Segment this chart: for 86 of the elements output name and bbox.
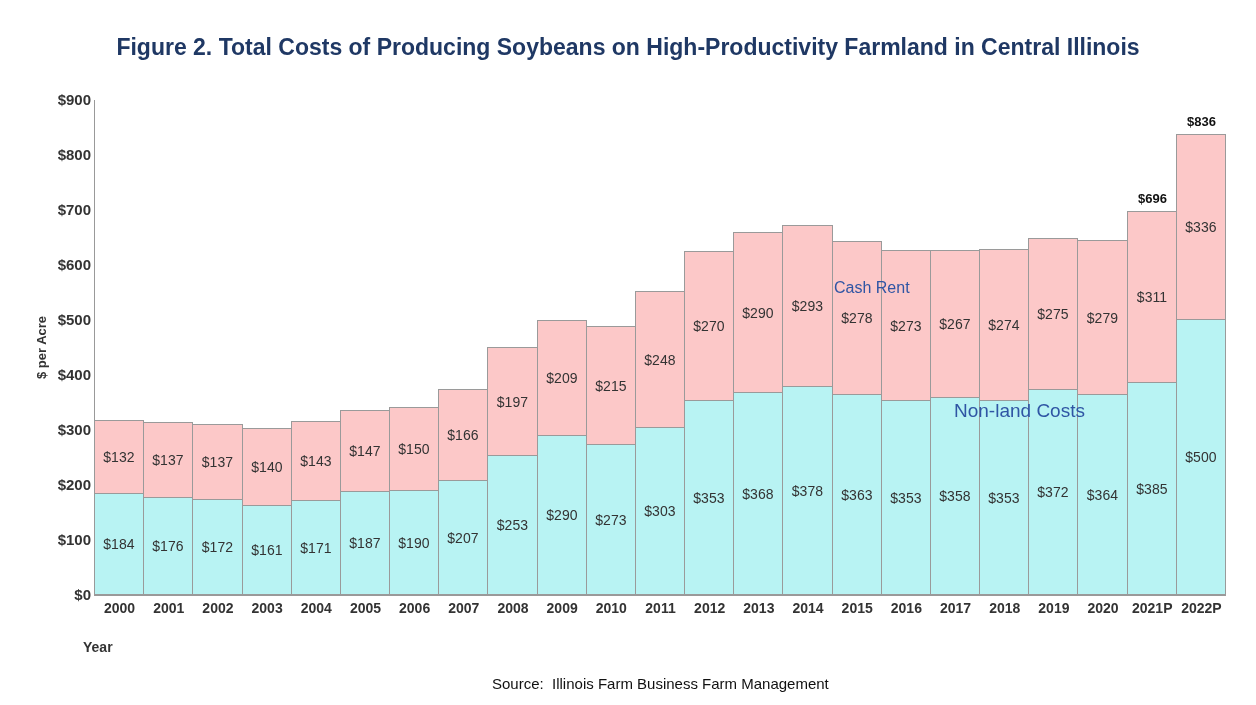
x-tick-label: 2021P — [1132, 599, 1173, 616]
x-tick-label: 2019 — [1038, 599, 1070, 616]
x-tick-label: 2017 — [939, 599, 972, 616]
series-label: Cash Rent — [834, 279, 911, 296]
x-tick-label: 2011 — [645, 599, 676, 616]
data-label: $293 — [791, 298, 824, 314]
x-tick-label: 2018 — [989, 599, 1021, 616]
source-note: Source: Illinois Farm Business Farm Management — [492, 675, 830, 692]
y-tick-label: $400 — [57, 366, 91, 384]
x-tick-label: 2000 — [104, 599, 136, 616]
data-label: $385 — [1136, 480, 1168, 497]
data-label: $137 — [152, 452, 184, 468]
x-tick-label: 2005 — [349, 599, 382, 616]
data-label: $161 — [251, 542, 283, 558]
data-label: $197 — [496, 393, 529, 410]
data-label: $209 — [546, 370, 578, 386]
data-label: $290 — [742, 304, 774, 321]
data-label: $190 — [398, 534, 430, 551]
data-label: $278 — [841, 310, 873, 326]
data-label: $176 — [152, 538, 184, 554]
x-tick-label: 2022P — [1181, 599, 1222, 616]
data-label: $166 — [447, 427, 479, 443]
x-tick-label: 2007 — [448, 599, 480, 616]
total-label: $836 — [1187, 114, 1216, 129]
y-tick-label: $600 — [57, 256, 91, 274]
data-label: $353 — [988, 489, 1020, 506]
y-tick-label: $900 — [57, 91, 91, 109]
total-label: $696 — [1138, 191, 1167, 206]
data-label: $273 — [595, 511, 627, 528]
data-label: $187 — [349, 535, 381, 551]
x-tick-label: 2013 — [743, 599, 775, 616]
data-label: $368 — [742, 485, 774, 502]
data-label: $140 — [251, 459, 283, 475]
x-tick-label: 2010 — [595, 599, 628, 616]
x-tick-label: 2015 — [841, 599, 873, 616]
data-label: $147 — [349, 443, 381, 459]
data-label: $353 — [693, 489, 725, 506]
y-tick-label: $200 — [57, 476, 91, 494]
x-tick-label: 2003 — [251, 599, 283, 616]
data-label: $279 — [1086, 309, 1119, 326]
x-tick-label: 2009 — [546, 599, 578, 616]
data-label: $358 — [939, 488, 971, 504]
y-tick-label: $300 — [57, 421, 91, 439]
data-label: $311 — [1136, 289, 1168, 305]
data-label: $500 — [1185, 449, 1217, 465]
data-label: $273 — [890, 317, 922, 334]
data-label: $275 — [1037, 306, 1069, 322]
x-tick-label: 2008 — [497, 599, 529, 616]
x-tick-label: 2014 — [792, 599, 824, 616]
data-label: $137 — [201, 454, 234, 470]
data-label: $353 — [890, 489, 922, 506]
x-tick-label: 2020 — [1087, 599, 1119, 616]
x-tick-label: 2016 — [890, 599, 923, 616]
data-label: $207 — [447, 529, 479, 546]
data-label: $363 — [841, 486, 873, 503]
data-label: $364 — [1086, 486, 1119, 503]
x-axis-title: Year — [83, 639, 114, 655]
y-tick-label: $0 — [74, 586, 91, 604]
data-label: $150 — [398, 441, 430, 457]
data-label: $267 — [939, 316, 971, 332]
y-tick-label: $700 — [57, 201, 91, 219]
y-axis-title: $ per Acre — [33, 315, 49, 380]
data-label: $274 — [988, 317, 1020, 333]
data-label: $143 — [300, 453, 332, 469]
data-label: $270 — [693, 318, 725, 334]
data-label: $336 — [1185, 219, 1217, 235]
data-label: $132 — [103, 449, 135, 465]
x-tick-label: 2004 — [300, 599, 333, 616]
x-tick-label: 2012 — [694, 599, 726, 616]
data-label: $303 — [644, 503, 676, 519]
x-tick-label: 2006 — [399, 599, 431, 616]
y-tick-label: $100 — [57, 531, 91, 549]
data-label: $172 — [201, 539, 234, 555]
y-tick-label: $500 — [57, 311, 91, 329]
x-tick-label: 2001 — [153, 599, 185, 616]
data-label: $248 — [644, 351, 676, 368]
data-label: $378 — [791, 482, 824, 499]
chart-title: Figure 2. Total Costs of Producing Soybeans on High-Productivity Farmland in Central Illinois — [116, 33, 1140, 60]
data-label: $290 — [546, 507, 578, 523]
data-label: $372 — [1037, 484, 1069, 500]
data-label: $253 — [496, 517, 529, 533]
data-label: $184 — [103, 536, 135, 552]
data-label: $171 — [300, 539, 332, 556]
data-label: $215 — [595, 377, 627, 394]
x-tick-label: 2002 — [202, 599, 234, 616]
y-tick-label: $800 — [57, 146, 91, 164]
